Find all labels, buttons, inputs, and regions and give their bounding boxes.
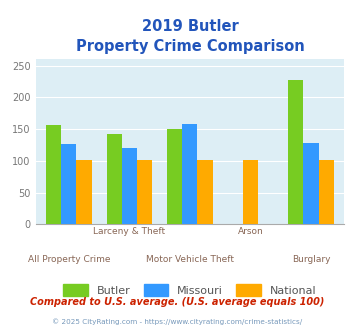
Bar bbox=[76, 160, 92, 224]
Bar bbox=[106, 134, 122, 224]
Bar bbox=[167, 129, 182, 224]
Bar bbox=[197, 160, 213, 224]
Text: © 2025 CityRating.com - https://www.cityrating.com/crime-statistics/: © 2025 CityRating.com - https://www.city… bbox=[53, 318, 302, 325]
Bar bbox=[288, 80, 304, 224]
Legend: Butler, Missouri, National: Butler, Missouri, National bbox=[59, 280, 321, 300]
Title: 2019 Butler
Property Crime Comparison: 2019 Butler Property Crime Comparison bbox=[76, 19, 304, 54]
Bar bbox=[319, 160, 334, 224]
Bar bbox=[122, 148, 137, 224]
Text: Burglary: Burglary bbox=[292, 255, 330, 264]
Bar bbox=[243, 160, 258, 224]
Text: Compared to U.S. average. (U.S. average equals 100): Compared to U.S. average. (U.S. average … bbox=[30, 297, 325, 307]
Text: All Property Crime: All Property Crime bbox=[28, 255, 110, 264]
Bar bbox=[137, 160, 152, 224]
Text: Motor Vehicle Theft: Motor Vehicle Theft bbox=[146, 255, 234, 264]
Bar bbox=[46, 125, 61, 224]
Bar bbox=[304, 143, 319, 224]
Bar bbox=[61, 145, 76, 224]
Bar bbox=[182, 124, 197, 224]
